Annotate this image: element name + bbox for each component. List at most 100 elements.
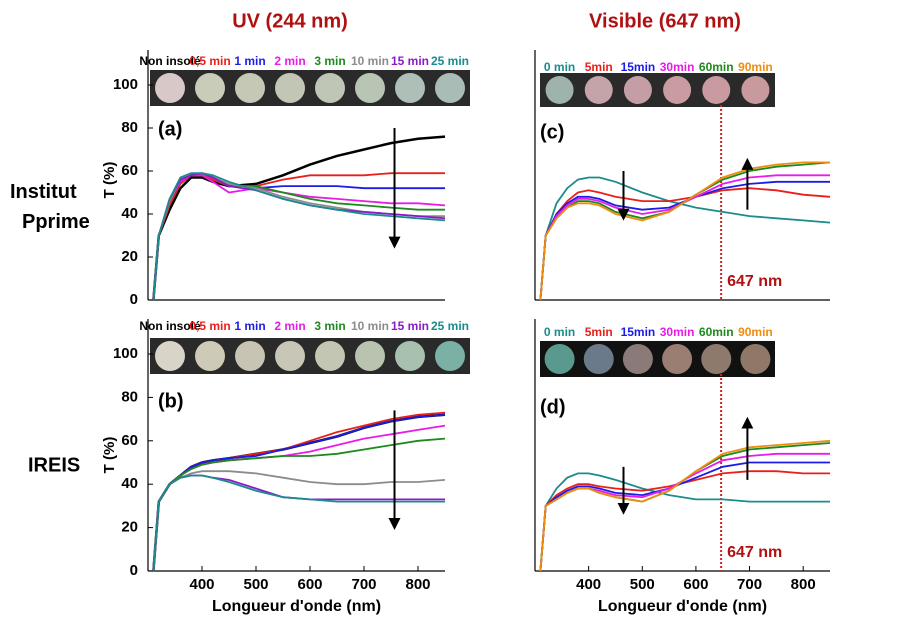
legend-label: 5min (585, 60, 613, 74)
sample-strip (540, 341, 775, 377)
sample-swatch (583, 344, 614, 374)
series-line (152, 413, 446, 572)
sample-swatch (544, 344, 575, 374)
row-label: IREIS (28, 454, 80, 476)
legend-label: 15 min (391, 319, 429, 333)
series-line (539, 176, 831, 301)
sample-swatch (741, 76, 770, 104)
legend-label: 0,5 min (189, 54, 230, 68)
legend-label: 90min (738, 325, 773, 339)
series-line (539, 472, 830, 572)
sample-swatch (702, 76, 731, 104)
sample-swatch (435, 73, 465, 103)
legend-label: 15min (621, 325, 656, 339)
series-line (152, 172, 445, 301)
x-tick-label: 800 (405, 576, 430, 593)
legend-label: 3 min (314, 319, 345, 333)
series-line (539, 161, 830, 301)
legend-label: 10 min (351, 319, 389, 333)
y-tick-label: 40 (121, 475, 138, 492)
row-label: Institut Pprime (10, 181, 90, 233)
x-axis-label: Longueur d'onde (nm) (598, 598, 767, 615)
legend-label: 90min (738, 60, 773, 74)
sample-swatch (584, 76, 613, 104)
series-line (152, 411, 446, 572)
sample-swatch (662, 344, 693, 374)
x-tick-label: 400 (576, 576, 601, 593)
sample-swatch (275, 341, 305, 371)
y-tick-label: 100 (113, 345, 138, 362)
legend-label: 3 min (314, 54, 345, 68)
sample-swatch (395, 73, 425, 103)
y-tick-label: 20 (121, 248, 138, 265)
sample-swatch (740, 344, 771, 374)
y-tick-label: 20 (121, 519, 138, 536)
series-line (152, 474, 445, 572)
sample-swatch (355, 341, 385, 371)
legend-label: 25 min (431, 319, 469, 333)
panel-label: (c) (540, 121, 564, 143)
y-axis-label: T (%) (101, 162, 118, 199)
panel-label: (d) (540, 396, 566, 418)
series-line (152, 172, 445, 301)
sample-swatch (395, 341, 425, 371)
legend-label: 2 min (274, 319, 305, 333)
x-tick-label: 600 (683, 576, 708, 593)
y-tick-label: 40 (121, 205, 138, 222)
sample-strip (540, 73, 775, 107)
y-tick-label: 60 (121, 432, 138, 449)
series-line (539, 161, 831, 301)
y-tick-label: 80 (121, 388, 138, 405)
sample-swatch (155, 341, 185, 371)
annotation: 647 nm (727, 273, 782, 290)
series-line (152, 172, 446, 301)
legend-label: 30min (660, 60, 695, 74)
legend-label: 10 min (351, 54, 389, 68)
legend-label: 5min (585, 325, 613, 339)
series-line (152, 174, 446, 301)
series-line (152, 437, 446, 572)
y-axis-label: T (%) (101, 437, 118, 474)
column-title: Visible (647 nm) (589, 10, 741, 32)
series-line (152, 172, 445, 301)
legend-label: 30min (660, 325, 695, 339)
column-title: UV (244 nm) (232, 10, 348, 32)
panel-label: (b) (158, 390, 184, 412)
sample-swatch (275, 73, 305, 103)
sample-swatch (663, 76, 692, 104)
legend-label: 2 min (274, 54, 305, 68)
x-tick-label: 700 (737, 576, 762, 593)
series-line (539, 180, 830, 301)
sample-swatch (315, 341, 345, 371)
series-line (539, 461, 830, 572)
sample-swatch (155, 73, 185, 103)
y-tick-label: 80 (121, 119, 138, 136)
legend-label: 1 min (234, 54, 265, 68)
y-tick-label: 0 (130, 562, 138, 579)
series-line (539, 470, 830, 572)
sample-swatch (545, 76, 574, 104)
legend-label: 60min (699, 60, 734, 74)
sample-swatch (195, 73, 225, 103)
sample-swatch (622, 344, 653, 374)
series-line (152, 474, 445, 572)
x-axis-label: Longueur d'onde (nm) (212, 598, 381, 615)
x-tick-label: 400 (189, 576, 214, 593)
x-tick-label: 500 (630, 576, 655, 593)
legend-label: 15 min (391, 54, 429, 68)
y-tick-label: 60 (121, 162, 138, 179)
sample-swatch (235, 341, 265, 371)
series-line (152, 470, 446, 572)
legend-label: Non insolé (139, 54, 201, 68)
y-tick-label: 100 (113, 76, 138, 93)
sample-swatch (623, 76, 652, 104)
series-line (539, 174, 830, 301)
sample-swatch (235, 73, 265, 103)
legend-label: 15min (621, 60, 656, 74)
legend-label: 60min (699, 325, 734, 339)
sample-swatch (355, 73, 385, 103)
x-tick-label: 600 (297, 576, 322, 593)
y-tick-label: 0 (130, 291, 138, 308)
